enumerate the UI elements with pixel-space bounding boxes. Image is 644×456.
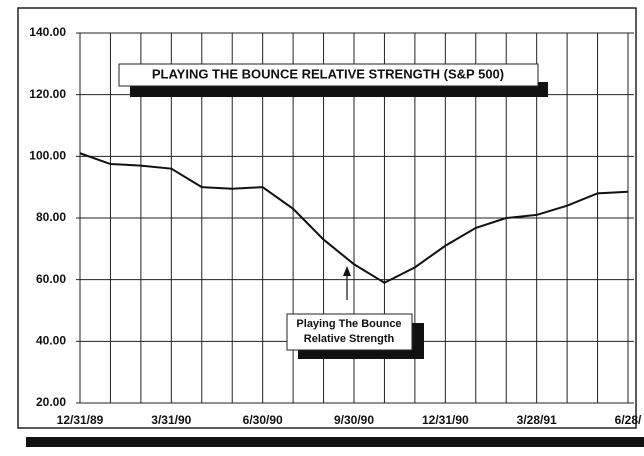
x-tick-label: 12/31/90 xyxy=(422,413,469,427)
x-tick-label: 6/30/90 xyxy=(243,413,283,427)
annotation-text: Playing The Bounce xyxy=(296,318,401,330)
frame xyxy=(17,7,637,429)
line-series xyxy=(79,152,629,284)
annotation-arrowhead xyxy=(343,266,351,276)
x-tick-label: 3/31/90 xyxy=(151,413,191,427)
annotation-box xyxy=(286,313,413,351)
y-tick-label: 20.00 xyxy=(36,395,66,409)
y-tick-label: 100.00 xyxy=(29,149,66,163)
x-tick-label: 6/28/ xyxy=(615,413,642,427)
x-tick-label: 9/30/90 xyxy=(334,413,374,427)
y-tick-label: 60.00 xyxy=(36,272,66,286)
x-tick-label: 3/28/91 xyxy=(517,413,557,427)
title-box xyxy=(118,63,539,87)
frame-shadow xyxy=(26,437,644,447)
annotation-text: Relative Strength xyxy=(304,333,395,345)
x-tick-label: 12/31/89 xyxy=(57,413,104,427)
y-tick-label: 120.00 xyxy=(29,87,66,101)
y-tick-label: 80.00 xyxy=(36,210,66,224)
y-tick-label: 40.00 xyxy=(36,334,66,348)
y-tick-label: 140.00 xyxy=(29,25,66,39)
chart-title: PLAYING THE BOUNCE RELATIVE STRENGTH (S&… xyxy=(152,66,504,81)
